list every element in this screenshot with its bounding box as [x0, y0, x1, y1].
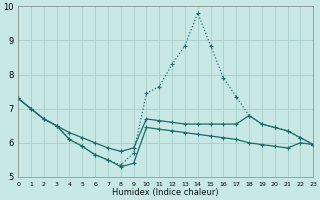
X-axis label: Humidex (Indice chaleur): Humidex (Indice chaleur): [112, 188, 219, 197]
